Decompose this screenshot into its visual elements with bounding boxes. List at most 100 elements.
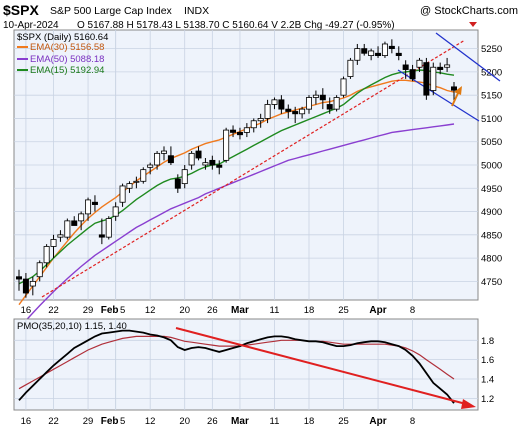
candle <box>119 185 126 203</box>
pmo-down-arrow-icon <box>175 327 476 409</box>
candle <box>368 50 375 57</box>
pmo-axis: 1.2 1.4 1.6 1.8 <box>481 336 494 405</box>
candle <box>174 178 181 189</box>
candle <box>57 234 64 238</box>
date-tick-label: 29 <box>83 305 94 316</box>
price-tick-label: 4850 <box>481 230 502 241</box>
candle <box>50 239 57 247</box>
candle <box>160 150 167 154</box>
candle <box>216 164 223 168</box>
candle <box>202 162 209 166</box>
ema50-line <box>18 123 455 329</box>
pmo-line <box>18 329 455 404</box>
date-tick-label: 26 <box>207 305 218 316</box>
candle <box>340 78 347 96</box>
candle <box>71 220 78 226</box>
candle <box>361 48 368 54</box>
candle <box>423 62 430 96</box>
ema30-path <box>18 79 455 306</box>
candle <box>22 278 29 294</box>
pmo-date-tick-label: 20 <box>179 416 190 427</box>
candle <box>271 99 278 105</box>
candle <box>347 59 354 77</box>
rising-trendline <box>41 39 466 298</box>
pmo-date-tick-label: 26 <box>207 416 218 427</box>
ema30-line <box>18 79 455 306</box>
date-tick-label: 22 <box>48 305 59 316</box>
candle <box>91 201 98 205</box>
candle <box>243 127 250 133</box>
ema15-path <box>18 69 455 285</box>
candle <box>230 129 237 133</box>
pmo-date-tick-label: 8 <box>410 416 415 427</box>
candle <box>112 206 119 217</box>
candle <box>15 276 22 280</box>
legend-spx: $SPX (Daily) 5160.64 <box>17 32 108 43</box>
candle <box>416 59 423 68</box>
candle <box>305 97 312 110</box>
candle <box>395 52 402 57</box>
pmo-panel <box>13 318 479 411</box>
pmo-date-tick-label: Mar <box>231 416 249 427</box>
pmo-tick-label: 1.6 <box>481 355 494 366</box>
date-tick-label: Mar <box>231 305 249 316</box>
price-date-axis: 16 22 29 Feb 5 12 20 26 Mar 11 18 25 Apr 8 <box>21 305 416 316</box>
ema15-line <box>18 69 455 285</box>
price-tick-label: 5100 <box>481 114 502 125</box>
ohlc-readout: O 5167.88 H 5178.43 L 5138.70 C 5160.64 … <box>77 20 395 31</box>
pmo-date-tick-label: 25 <box>338 416 349 427</box>
date-tick-label: Apr <box>369 305 386 316</box>
candle <box>285 108 292 112</box>
candle <box>278 99 285 110</box>
candle <box>264 104 271 119</box>
channel-upper-line <box>435 32 501 82</box>
index-name: S&P 500 Large Cap Index <box>50 5 173 17</box>
candle <box>147 164 154 168</box>
candle <box>209 159 216 166</box>
exchange-label: INDX <box>184 5 209 17</box>
pmo-date-axis: 16 22 29 Feb 5 12 20 26 Mar 11 18 25 Apr 8 <box>21 416 416 427</box>
price-tick-label: 5050 <box>481 137 502 148</box>
pmo-date-tick-label: 5 <box>120 416 125 427</box>
candle <box>333 97 340 110</box>
price-tick-label: 5200 <box>481 67 502 78</box>
candle <box>188 152 195 166</box>
candle <box>64 220 71 238</box>
candle <box>250 120 257 129</box>
candle <box>43 246 50 264</box>
candle <box>154 152 161 166</box>
date-tick-label: 11 <box>270 305 280 316</box>
pmo-signal-line <box>18 335 455 390</box>
candle <box>105 218 112 238</box>
price-legend: $SPX (Daily) 5160.64 EMA(30) 5156.58 EMA… <box>17 32 108 76</box>
legend-ema50: EMA(50) 5088.18 <box>30 54 104 65</box>
candle <box>98 234 105 238</box>
candle <box>444 64 451 68</box>
candle <box>381 43 388 57</box>
candle <box>85 199 92 215</box>
candle <box>167 155 174 164</box>
pmo-legend: PMO(35,20,10) 1.15, 1.40 <box>17 321 127 332</box>
candle <box>409 69 416 80</box>
price-tick-label: 5150 <box>481 91 502 102</box>
candle <box>437 66 444 70</box>
pmo-tick-label: 1.8 <box>481 336 494 347</box>
pmo-date-tick-label: 11 <box>270 416 280 427</box>
pmo-signal-path <box>18 335 455 390</box>
price-tick-label: 4800 <box>481 254 502 265</box>
candle <box>223 129 230 161</box>
pmo-path <box>18 329 455 404</box>
price-candles <box>15 39 457 298</box>
candle <box>430 66 437 91</box>
pmo-date-tick-label: 22 <box>48 416 59 427</box>
candle <box>319 94 326 101</box>
pmo-date-tick-label: Feb <box>101 416 119 427</box>
down-triangle-icon <box>469 22 477 27</box>
candle <box>181 169 188 185</box>
candle <box>126 183 133 189</box>
candle <box>236 132 243 136</box>
legend-ema30: EMA(30) 5156.58 <box>30 42 104 53</box>
support-arrow-icon <box>451 86 462 107</box>
pmo-date-tick-label: 29 <box>83 416 94 427</box>
